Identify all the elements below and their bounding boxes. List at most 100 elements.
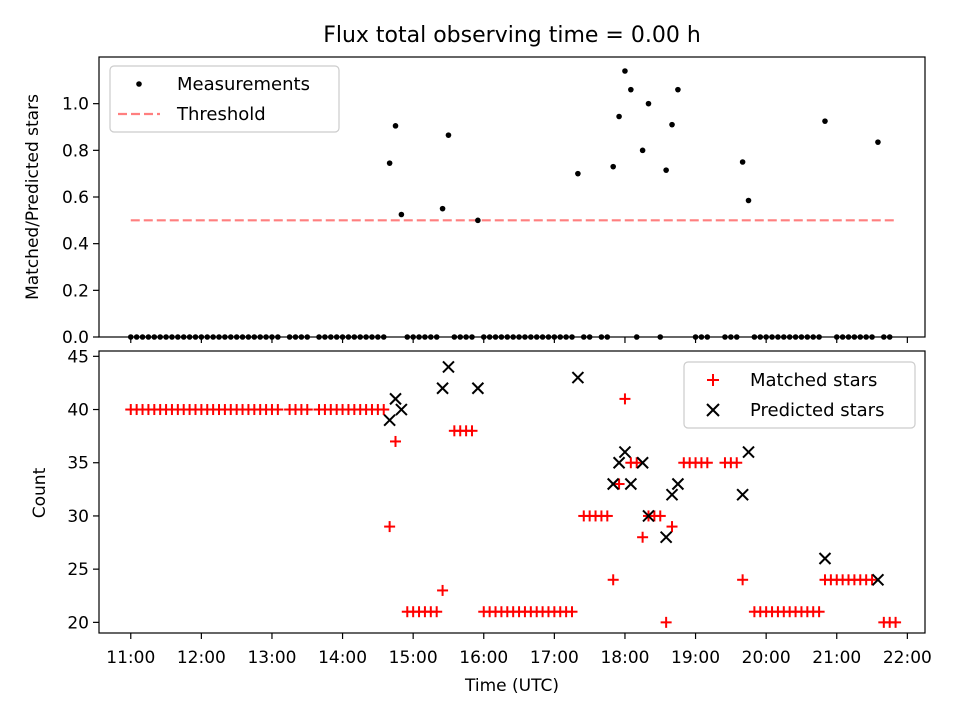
matched-star-marker — [607, 574, 619, 586]
matched-star-marker — [601, 510, 613, 522]
measurement-point — [445, 132, 452, 138]
bottom-panel: 20 25 30 35 40 45 11:00 12:00 13:00 14:00 15:00 16… — [30, 347, 932, 696]
predicted-star-marker — [395, 403, 408, 416]
top-y-tick-label: 0.6 — [62, 188, 89, 208]
x-axis-label: Time (UTC) — [464, 676, 559, 696]
measurement-point — [822, 118, 828, 124]
bottom-y-tick-label: 40 — [67, 401, 89, 421]
matched-star-marker — [613, 478, 625, 490]
bottom-y-tick-label: 30 — [67, 507, 89, 527]
bottom-y-tick-label: 20 — [67, 613, 89, 633]
matched-star-marker — [660, 616, 672, 628]
legend-predicted-marker — [706, 403, 720, 417]
predicted-star-marker — [383, 413, 396, 427]
predicted-star-marker — [436, 382, 449, 395]
top-y-tick-label: 0.4 — [62, 235, 89, 255]
predicted-star-marker — [871, 573, 885, 586]
matched-star-marker — [654, 510, 666, 522]
matched-star-marker — [384, 521, 396, 533]
matched-star-marker — [466, 425, 478, 437]
legend-matched-label: Matched stars — [750, 370, 877, 391]
predicted-star-marker — [618, 445, 632, 459]
measurement-point — [639, 147, 646, 154]
measurement-point — [739, 159, 746, 165]
matched-star-marker — [301, 404, 313, 416]
predicted-star-marker — [571, 371, 585, 384]
top-y-tick-label: 1.0 — [62, 95, 89, 115]
top-plot-frame — [98, 56, 926, 338]
predicted-star-marker — [442, 360, 455, 374]
measurement-point — [622, 68, 628, 74]
matched-star-marker — [637, 531, 649, 543]
legend-predicted-label: Predicted stars — [750, 400, 884, 421]
top-legend: Measurements Threshold — [109, 65, 340, 133]
legend-matched-marker — [707, 374, 719, 386]
measurement-point — [575, 170, 581, 177]
measurement-points — [386, 68, 881, 224]
x-tick-label: 11:00 — [106, 648, 155, 668]
predicted-star-marker — [642, 509, 655, 523]
x-tick-label: 20:00 — [742, 648, 791, 668]
bottom-x-ticks: 11:00 12:00 13:00 14:00 15:00 16:00 17:00 18:00… — [106, 633, 932, 668]
measurement-point — [875, 139, 881, 145]
top-y-tick-label: 0.8 — [62, 141, 89, 161]
predicted-star-marker — [671, 477, 685, 491]
measurement-point — [392, 123, 399, 129]
matched-star-marker — [378, 404, 390, 416]
x-tick-label: 14:00 — [318, 648, 367, 668]
bottom-legend: Matched stars Predicted stars — [683, 361, 916, 429]
predicted-star-marker — [818, 552, 832, 565]
matched-star-marker — [625, 457, 637, 469]
matched-star-marker — [731, 457, 743, 469]
measurement-point — [386, 160, 393, 166]
predicted-star-marker — [665, 488, 679, 501]
predicted-star-marker — [612, 456, 626, 469]
top-panel: 0.0 0.2 0.4 0.6 0.8 1.0 Matched/Predicted sta… — [23, 56, 926, 348]
measurement-point — [645, 100, 652, 107]
predicted-star-marker — [742, 445, 755, 459]
matched-star-marker — [737, 574, 749, 586]
bottom-y-ticks: 20 25 30 35 40 45 — [67, 347, 99, 633]
top-y-ticks: 0.0 0.2 0.4 0.6 0.8 1.0 — [62, 95, 99, 348]
measurement-point — [669, 121, 675, 128]
matched-star-marker — [431, 606, 443, 618]
predicted-star-marker — [736, 488, 749, 501]
matched-star-marker — [566, 606, 578, 618]
top-y-tick-label: 0.0 — [62, 328, 89, 348]
x-tick-label: 21:00 — [812, 648, 861, 668]
chart-title: Flux total observing time = 0.00 h — [323, 23, 701, 48]
measurement-point — [616, 113, 622, 120]
matched-stars-markers — [125, 393, 902, 628]
matched-star-marker — [272, 404, 284, 416]
measurement-point — [745, 197, 752, 204]
predicted-star-marker — [659, 531, 673, 544]
x-tick-label: 22:00 — [883, 648, 932, 668]
measurement-point — [398, 211, 405, 218]
x-tick-label: 16:00 — [459, 648, 508, 668]
x-tick-label: 12:00 — [177, 648, 226, 668]
top-y-axis-label: Matched/Predicted stars — [23, 94, 43, 300]
bottom-y-tick-label: 35 — [67, 454, 89, 474]
legend-measurements-marker — [136, 81, 142, 87]
matched-star-marker — [437, 584, 449, 596]
bottom-y-axis-label: Count — [30, 467, 50, 518]
predicted-star-marker — [389, 392, 402, 406]
predicted-star-marker — [471, 382, 485, 395]
matched-star-marker — [866, 574, 878, 586]
measurement-point — [663, 167, 669, 173]
x-tick-label: 17:00 — [530, 648, 579, 668]
matched-star-marker — [390, 435, 402, 447]
predicted-star-marker — [624, 477, 638, 491]
measurement-point — [475, 217, 481, 224]
measurement-point — [439, 205, 446, 212]
legend-threshold-label: Threshold — [176, 104, 266, 125]
measurement-point — [675, 86, 681, 93]
matched-star-marker — [701, 457, 713, 469]
matched-star-marker — [813, 606, 825, 618]
measurement-point — [628, 86, 634, 93]
bottom-y-tick-label: 45 — [67, 347, 89, 367]
top-y-tick-label: 0.2 — [62, 281, 89, 301]
predicted-star-marker — [636, 456, 649, 469]
matched-star-marker — [619, 393, 631, 405]
